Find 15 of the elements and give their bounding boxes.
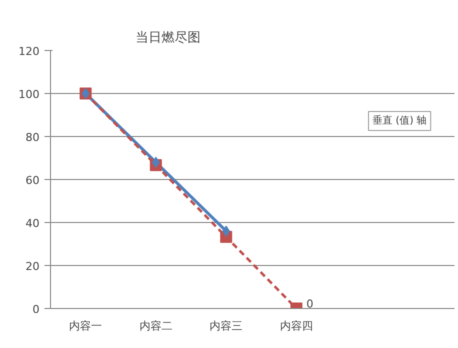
data-label: 0 bbox=[306, 298, 314, 310]
x-tick-label: 内容二 bbox=[139, 320, 172, 332]
y-tick-label: 120 bbox=[18, 45, 40, 58]
y-tick-label: 0 bbox=[32, 303, 40, 316]
y-tick-label: 20 bbox=[26, 260, 40, 273]
annotation: 垂直 (值) 轴 bbox=[372, 114, 427, 126]
y-tick-label: 60 bbox=[26, 174, 40, 187]
x-tick-label: 内容三 bbox=[210, 320, 243, 332]
x-tick-label: 内容四 bbox=[280, 320, 313, 332]
point bbox=[82, 88, 90, 99]
y-tick-label: 100 bbox=[18, 88, 40, 101]
chart-title: 当日燃尽图 bbox=[136, 30, 200, 46]
y-tick-label: 80 bbox=[26, 131, 40, 144]
y-tick-label: 40 bbox=[26, 217, 40, 230]
x-tick-label: 内容一 bbox=[69, 320, 102, 332]
